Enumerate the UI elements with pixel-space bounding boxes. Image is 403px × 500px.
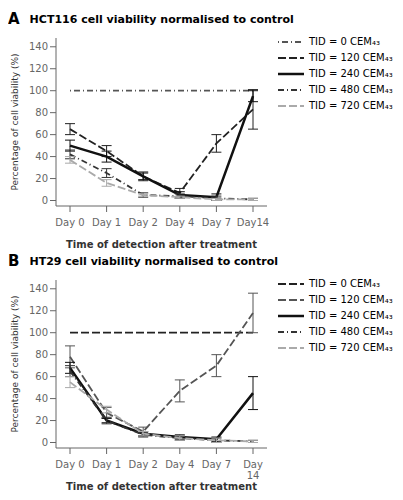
svg-text:140: 140 [29, 283, 48, 294]
svg-text:0: 0 [42, 195, 48, 206]
svg-text:Time of detection after treatm: Time of detection after treatment [66, 239, 257, 250]
svg-text:Day 0: Day 0 [55, 459, 84, 470]
svg-text:Day14: Day14 [243, 459, 263, 481]
html-text:TID = 0 CEM₄₃: TID = 0 CEM₄₃ [309, 278, 380, 289]
html-text:TID = 480 CEM₄₃: TID = 480 CEM₄₃ [309, 84, 393, 95]
html-text:A: A [8, 10, 20, 28]
svg-text:Day 7: Day 7 [202, 459, 231, 470]
svg-text:0: 0 [42, 437, 48, 448]
svg-text:Day 4: Day 4 [165, 459, 194, 470]
svg-text:Day 4: Day 4 [165, 217, 194, 228]
svg-text:80: 80 [35, 107, 48, 118]
svg-text:60: 60 [35, 129, 48, 140]
svg-text:80: 80 [35, 349, 48, 360]
svg-text:Day 1: Day 1 [92, 459, 121, 470]
svg-text:100: 100 [29, 327, 48, 338]
html-text:TID = 240 CEM₄₃: TID = 240 CEM₄₃ [309, 68, 393, 79]
svg-text:120: 120 [29, 305, 48, 316]
html-text:TID = 120 CEM₄₃: TID = 120 CEM₄₃ [309, 294, 393, 305]
svg-text:120: 120 [29, 63, 48, 74]
svg-text:60: 60 [35, 371, 48, 382]
svg-text:Day14: Day14 [237, 217, 269, 228]
svg-text:Day 7: Day 7 [202, 217, 231, 228]
svg-text:Percentage of cell viability (: Percentage of cell viability (%) [10, 53, 20, 190]
svg-text:Day 1: Day 1 [92, 217, 121, 228]
html-text:HCT116 cell viability normalis: HCT116 cell viability normalised to cont… [29, 12, 294, 26]
svg-text:40: 40 [35, 393, 48, 404]
html-text:TID = 480 CEM₄₃: TID = 480 CEM₄₃ [309, 326, 393, 337]
html-text:B: B [8, 252, 20, 270]
svg-text:Percentage of cell viability (: Percentage of cell viability (%) [10, 295, 20, 432]
html-text:TID = 120 CEM₄₃: TID = 120 CEM₄₃ [309, 52, 393, 63]
html-text:TID = 240 CEM₄₃: TID = 240 CEM₄₃ [309, 310, 393, 321]
svg-text:20: 20 [35, 415, 48, 426]
html-text:TID = 0 CEM₄₃: TID = 0 CEM₄₃ [309, 36, 380, 47]
svg-text:100: 100 [29, 85, 48, 96]
svg-text:Day 2: Day 2 [129, 217, 158, 228]
svg-text:40: 40 [35, 151, 48, 162]
html-text:TID = 720 CEM₄₃: TID = 720 CEM₄₃ [309, 100, 393, 111]
svg-text:Time of detection after treatm: Time of detection after treatment [66, 481, 257, 492]
html-text:HT29 cell viability normalised: HT29 cell viability normalised to contro… [29, 254, 278, 268]
svg-text:Day 2: Day 2 [129, 459, 158, 470]
svg-text:Day 0: Day 0 [55, 217, 84, 228]
html-text:TID = 720 CEM₄₃: TID = 720 CEM₄₃ [309, 342, 393, 353]
svg-text:20: 20 [35, 173, 48, 184]
svg-text:140: 140 [29, 41, 48, 52]
